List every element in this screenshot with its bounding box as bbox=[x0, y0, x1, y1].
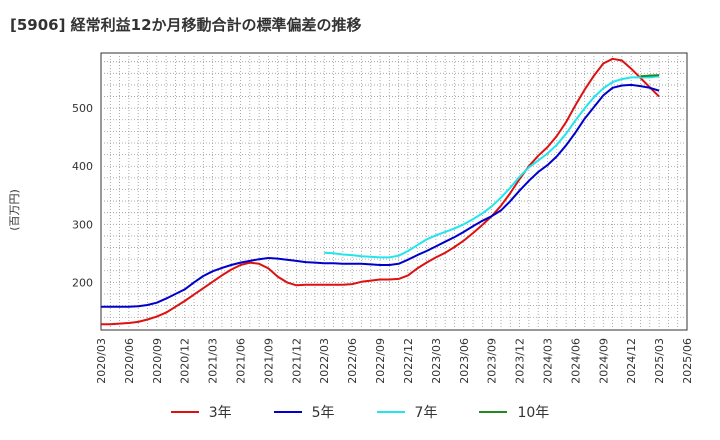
x-tick-label: 2020/06 bbox=[123, 338, 136, 384]
legend-label: 10年 bbox=[517, 405, 550, 421]
chart-title: [5906] 経常利益12か月移動合計の標準偏差の推移 bbox=[10, 16, 362, 34]
x-tick-label: 2025/03 bbox=[653, 338, 666, 384]
legend-item: 10年 bbox=[479, 402, 549, 422]
x-tick-label: 2021/12 bbox=[290, 338, 303, 384]
x-tick-label: 2022/06 bbox=[346, 338, 359, 384]
series-line-3年 bbox=[101, 57, 660, 326]
legend-item: 7年 bbox=[376, 402, 438, 422]
legend-label: 7年 bbox=[414, 405, 438, 421]
legend: 3年 5年 7年 10年 bbox=[0, 402, 720, 422]
x-tick-label: 2025/06 bbox=[681, 338, 694, 384]
legend-label: 5年 bbox=[311, 405, 335, 421]
x-tick-label: 2024/09 bbox=[597, 338, 610, 384]
y-tick-label: 400 bbox=[72, 160, 93, 173]
line-chart: 200 300 400 500 2020/03 2020/06 2020/09 2020/12… bbox=[72, 52, 694, 384]
series-line-10年 bbox=[640, 74, 660, 78]
series-line-7年 bbox=[324, 75, 660, 259]
x-tick-label: 2021/09 bbox=[262, 338, 275, 384]
x-tick-label: 2021/06 bbox=[235, 338, 248, 384]
x-tick-label: 2023/12 bbox=[514, 338, 527, 384]
x-tick-label: 2022/03 bbox=[318, 338, 331, 384]
x-tick-label: 2022/12 bbox=[402, 338, 415, 384]
x-tick-label: 2024/06 bbox=[569, 338, 582, 384]
legend-swatch bbox=[376, 411, 405, 413]
x-tick-label: 2020/03 bbox=[95, 338, 108, 384]
legend-swatch bbox=[273, 411, 302, 413]
x-tick-label: 2024/12 bbox=[625, 338, 638, 384]
series-line-5年 bbox=[101, 83, 660, 308]
legend-label: 3年 bbox=[208, 405, 232, 421]
x-tick-label: 2024/03 bbox=[541, 338, 554, 384]
x-tick-label: 2020/12 bbox=[179, 338, 192, 384]
legend-swatch bbox=[479, 411, 508, 413]
x-tick-label: 2022/09 bbox=[374, 338, 387, 384]
x-tick-label: 2020/09 bbox=[151, 338, 164, 384]
y-tick-label: 500 bbox=[72, 102, 93, 115]
plot-area bbox=[100, 52, 688, 331]
x-tick-label: 2023/03 bbox=[430, 338, 443, 384]
y-tick-label: 300 bbox=[72, 218, 93, 231]
x-tick-label: 2023/06 bbox=[458, 338, 471, 384]
x-tick-label: 2023/09 bbox=[486, 338, 499, 384]
x-tick-label: 2021/03 bbox=[207, 338, 220, 384]
y-tick-label: 200 bbox=[72, 276, 93, 289]
legend-item: 5年 bbox=[273, 402, 335, 422]
legend-item: 3年 bbox=[170, 402, 232, 422]
legend-swatch bbox=[170, 411, 199, 413]
